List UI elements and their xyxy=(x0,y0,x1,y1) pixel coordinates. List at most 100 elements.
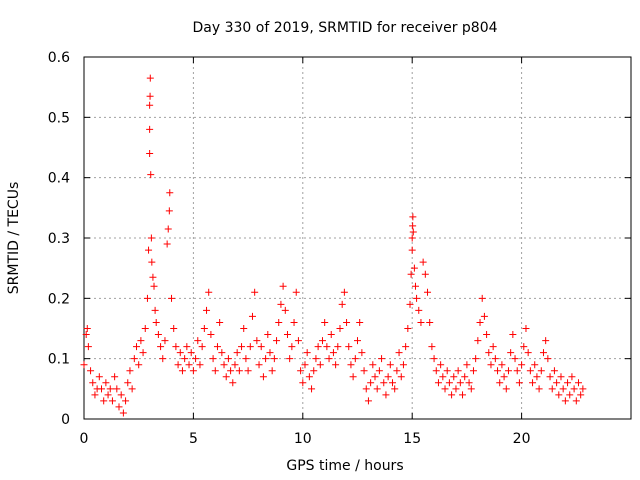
data-point xyxy=(297,367,305,375)
data-point xyxy=(80,361,88,369)
data-point xyxy=(354,337,361,345)
data-point xyxy=(102,379,110,387)
data-point xyxy=(146,150,154,158)
x-tick-label: 15 xyxy=(403,431,421,447)
data-point xyxy=(461,373,469,381)
data-point xyxy=(413,294,421,302)
data-point xyxy=(535,385,543,393)
data-point xyxy=(316,361,324,369)
data-points xyxy=(80,74,587,417)
data-point xyxy=(108,397,116,405)
data-point xyxy=(198,343,206,351)
y-tick-label: 0.5 xyxy=(48,110,70,126)
data-point xyxy=(146,92,154,100)
data-point xyxy=(119,409,127,417)
data-point xyxy=(113,385,121,393)
data-point xyxy=(133,343,141,351)
data-point xyxy=(147,171,155,179)
data-point xyxy=(150,282,158,290)
data-point xyxy=(149,273,157,281)
data-point xyxy=(95,373,103,381)
data-point xyxy=(192,355,200,363)
data-point xyxy=(124,379,132,387)
data-point xyxy=(216,318,224,326)
y-tick-label: 0.4 xyxy=(48,171,70,187)
data-point xyxy=(117,391,125,399)
data-point xyxy=(126,367,134,375)
data-point xyxy=(164,225,172,233)
data-point xyxy=(143,294,151,302)
grid xyxy=(84,57,631,419)
data-point xyxy=(224,355,232,363)
data-point xyxy=(404,325,412,332)
data-point xyxy=(283,331,291,339)
data-point xyxy=(111,373,119,381)
data-point xyxy=(349,373,357,381)
data-point xyxy=(244,367,252,375)
data-point xyxy=(369,361,377,369)
data-point xyxy=(310,367,318,375)
data-point xyxy=(151,306,159,314)
data-point xyxy=(430,355,438,363)
data-point xyxy=(524,349,532,357)
data-point xyxy=(550,367,558,375)
data-point xyxy=(402,343,410,351)
data-point xyxy=(147,234,155,242)
data-point xyxy=(152,318,160,326)
data-point xyxy=(141,325,149,332)
data-point xyxy=(286,355,294,363)
plot-frame xyxy=(83,56,632,420)
data-point xyxy=(336,325,344,332)
data-point xyxy=(459,391,467,399)
data-point xyxy=(106,385,114,393)
data-point xyxy=(546,373,554,381)
data-point xyxy=(537,367,545,375)
data-point xyxy=(148,258,156,266)
data-point xyxy=(203,306,211,314)
data-point xyxy=(84,343,92,351)
y-tick-label: 0.1 xyxy=(48,352,70,368)
data-point xyxy=(270,355,278,363)
data-point xyxy=(100,397,108,405)
data-point xyxy=(561,397,569,405)
data-point xyxy=(255,361,263,369)
y-axis-label: SRMTID / TECUs xyxy=(6,182,22,295)
data-point xyxy=(277,300,285,308)
data-point xyxy=(323,343,331,351)
data-point xyxy=(279,282,287,290)
data-point xyxy=(159,355,167,363)
data-point xyxy=(246,343,254,351)
x-axis-label: GPS time / hours xyxy=(286,458,403,474)
data-point xyxy=(305,373,313,381)
data-point xyxy=(544,355,552,363)
data-point xyxy=(183,343,191,351)
data-point xyxy=(443,367,451,375)
x-tick-label: 5 xyxy=(189,431,198,447)
data-point xyxy=(273,337,281,345)
data-point xyxy=(539,349,547,357)
data-point xyxy=(509,331,517,339)
data-point xyxy=(91,391,99,399)
data-point xyxy=(262,355,270,363)
data-point xyxy=(389,379,397,387)
data-point xyxy=(371,373,379,381)
data-point xyxy=(275,318,283,326)
data-point xyxy=(165,207,173,215)
data-point xyxy=(478,294,486,302)
data-point xyxy=(259,373,267,381)
data-point xyxy=(531,361,539,369)
data-point xyxy=(434,379,442,387)
data-point xyxy=(529,379,537,387)
data-point xyxy=(321,318,329,326)
data-point xyxy=(384,373,392,381)
data-point xyxy=(415,306,423,314)
data-point xyxy=(522,325,530,332)
data-point xyxy=(351,355,359,363)
data-point xyxy=(303,349,311,357)
data-point xyxy=(566,391,574,399)
data-point xyxy=(146,74,154,82)
data-point xyxy=(439,373,447,381)
data-point xyxy=(393,367,401,375)
y-tick-label: 0.2 xyxy=(48,291,70,307)
data-point xyxy=(395,349,403,357)
